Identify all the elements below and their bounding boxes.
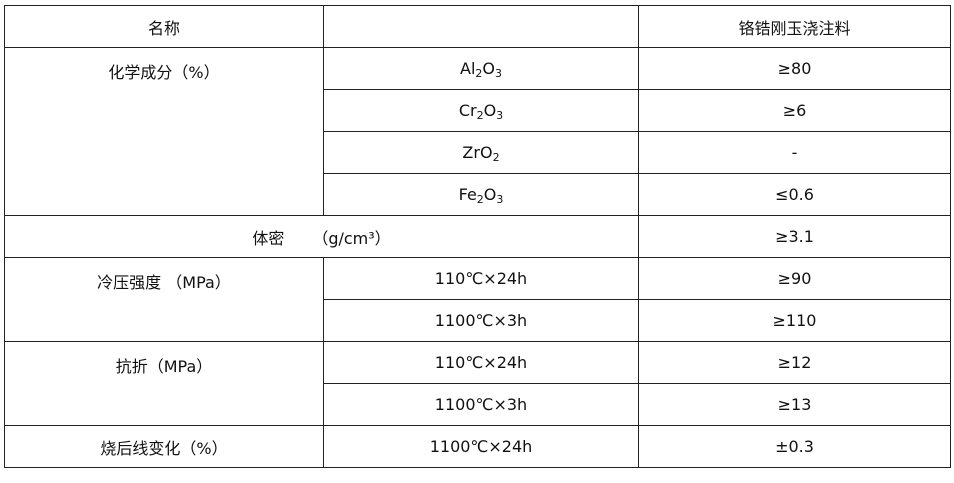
condition: 110℃×24h	[323, 341, 639, 384]
header-row: 名称 铬锆刚玉浇注料	[4, 5, 951, 48]
formula-part: O	[483, 101, 497, 120]
value: ≥80	[638, 47, 951, 90]
table-row: 抗折（MPa） 110℃×24h ≥12	[4, 341, 951, 426]
header-name: 名称	[4, 5, 324, 48]
table-row: 体密 （g/cm³） ≥3.1	[4, 215, 951, 258]
header-product: 铬锆刚玉浇注料	[638, 5, 951, 48]
header-blank	[323, 5, 639, 48]
value: ≥13	[638, 383, 951, 426]
formula-sub: 2	[476, 109, 484, 122]
formula: ZrO2	[323, 131, 639, 174]
cold-strength-label: 冷压强度 （MPa）	[4, 257, 324, 342]
value: ≥3.1	[638, 215, 951, 258]
formula-sub: 2	[475, 67, 483, 80]
chemical-label: 化学成分（%）	[4, 47, 324, 216]
formula-part: O	[482, 59, 495, 78]
value: ≥90	[638, 257, 951, 300]
formula-sub: 3	[496, 193, 504, 206]
formula-sub: 3	[496, 109, 504, 122]
formula: Cr2O3	[323, 89, 639, 132]
formula-part: Fe	[458, 185, 477, 204]
density-unit: （g/cm³）	[312, 228, 391, 248]
table-row: 烧后线变化（%） 1100℃×24h ±0.3	[4, 425, 951, 468]
condition: 1100℃×24h	[323, 425, 639, 468]
table-row: Cr2O3 ≥6	[5, 89, 951, 132]
condition: 1100℃×3h	[323, 299, 639, 342]
formula-part: Zr	[462, 143, 480, 162]
density-name: 体密	[252, 228, 285, 248]
formula-part: Al	[460, 59, 476, 78]
value: ≥6	[638, 89, 951, 132]
formula-sub: 2	[492, 151, 500, 164]
table-row: Fe2O3 ≤0.6	[5, 173, 951, 216]
linear-change-label: 烧后线变化（%）	[4, 425, 324, 468]
density-label: 体密 （g/cm³）	[4, 215, 639, 258]
formula-part: Cr	[458, 101, 477, 120]
value: ≥110	[638, 299, 951, 342]
value: ≤0.6	[638, 173, 951, 216]
condition: 110℃×24h	[323, 257, 639, 300]
value: ±0.3	[638, 425, 951, 468]
flexural-label: 抗折（MPa）	[4, 341, 324, 426]
table-row: 1100℃×3h ≥110	[5, 299, 951, 342]
properties-table: 名称 铬锆刚玉浇注料 化学成分（%） Al2O3 ≥80 Cr2O3 ≥6 Zr…	[4, 5, 951, 468]
formula-sub: 2	[476, 193, 484, 206]
formula-part: O	[479, 143, 493, 162]
table-row: 1100℃×3h ≥13	[5, 383, 951, 426]
table-row: 冷压强度 （MPa） 110℃×24h ≥90	[4, 257, 951, 342]
table-row: ZrO2 -	[5, 131, 951, 174]
value: -	[638, 131, 951, 174]
condition: 1100℃×3h	[323, 383, 639, 426]
formula-part: O	[483, 185, 497, 204]
formula-sub: 3	[494, 67, 502, 80]
table-row: 化学成分（%） Al2O3 ≥80	[4, 47, 951, 216]
value: ≥12	[638, 341, 951, 384]
formula: Fe2O3	[323, 173, 639, 216]
formula: Al2O3	[323, 47, 639, 90]
